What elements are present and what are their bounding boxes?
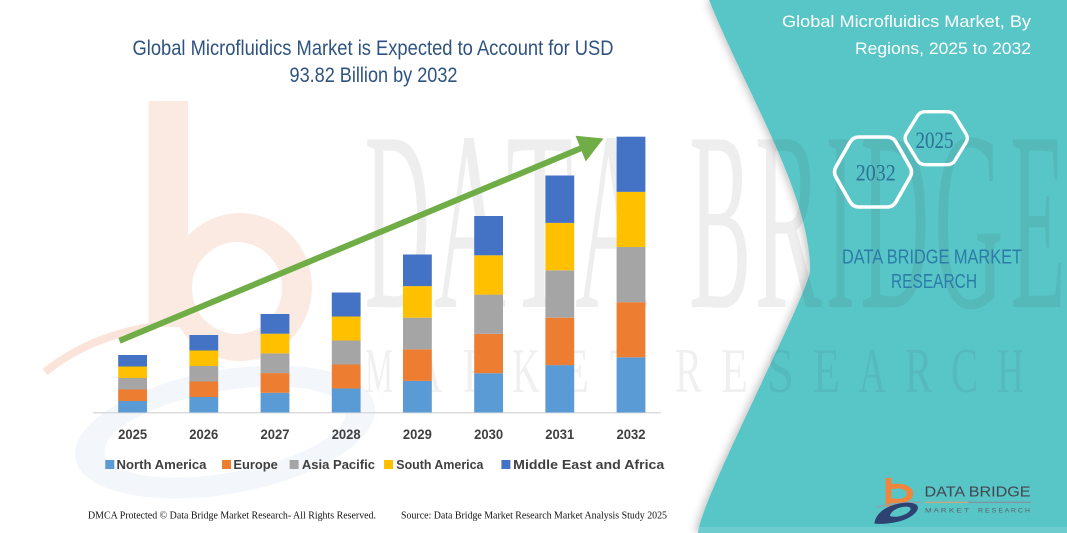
svg-text:2025: 2025	[118, 426, 147, 442]
svg-text:E: E	[1010, 80, 1065, 363]
svg-text:I: I	[826, 80, 855, 363]
svg-text:K: K	[512, 335, 540, 406]
svg-text:S: S	[767, 335, 794, 406]
svg-text:R E S E A R C H: R E S E A R C H	[978, 508, 1030, 515]
svg-text:G: G	[934, 80, 1003, 363]
svg-text:North America: North America	[117, 457, 208, 472]
svg-text:Regions, 2025 to 2032: Regions, 2025 to 2032	[855, 39, 1031, 58]
svg-text:2032: 2032	[617, 426, 646, 442]
svg-text:2027: 2027	[261, 426, 290, 442]
svg-text:DATA BRIDGE MARKET: DATA BRIDGE MARKET	[842, 247, 1022, 269]
svg-text:B: B	[689, 80, 751, 363]
svg-text:D: D	[860, 80, 929, 363]
svg-text:M: M	[365, 335, 393, 406]
svg-text:Global Microfluidics Market is: Global Microfluidics Market is Expected …	[133, 36, 614, 60]
svg-text:A: A	[859, 335, 886, 406]
svg-text:Middle East and Africa: Middle East and Africa	[513, 457, 665, 472]
svg-text:H: H	[997, 335, 1024, 406]
svg-text:2026: 2026	[189, 426, 218, 442]
svg-text:M A R K E T: M A R K E T	[925, 508, 969, 515]
svg-text:R: R	[905, 335, 932, 406]
svg-text:Europe: Europe	[233, 457, 277, 472]
svg-text:2028: 2028	[332, 426, 361, 442]
svg-text:93.82 Billion by 2032: 93.82 Billion by 2032	[290, 63, 458, 87]
svg-text:RESEARCH: RESEARCH	[891, 271, 977, 293]
svg-text:Source: Data Bridge Market Res: Source: Data Bridge Market Research Mark…	[401, 511, 667, 522]
svg-text:C: C	[951, 335, 978, 406]
svg-text:E: E	[813, 335, 840, 406]
svg-text:South America: South America	[396, 457, 484, 472]
svg-text:DMCA Protected © Data Bridge M: DMCA Protected © Data Bridge Market Rese…	[88, 511, 376, 522]
svg-text:R: R	[755, 80, 822, 363]
svg-text:E: E	[721, 335, 748, 406]
svg-text:Global Microfluidics Market, B: Global Microfluidics Market, By	[782, 12, 1032, 31]
svg-text:DATA BRIDGE: DATA BRIDGE	[925, 485, 1031, 501]
svg-text:2030: 2030	[474, 426, 503, 442]
svg-text:R: R	[675, 335, 702, 406]
svg-text:Asia Pacific: Asia Pacific	[302, 457, 375, 472]
svg-text:2029: 2029	[403, 426, 432, 442]
svg-text:2025: 2025	[916, 128, 954, 153]
svg-text:2032: 2032	[856, 161, 896, 186]
svg-text:2031: 2031	[545, 426, 574, 442]
